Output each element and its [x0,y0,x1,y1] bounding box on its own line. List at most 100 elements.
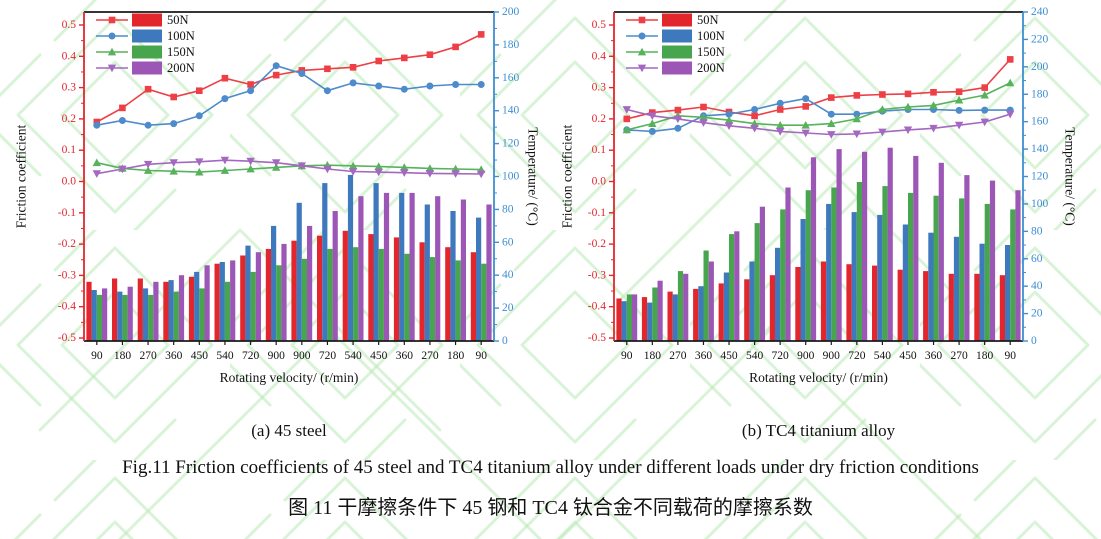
legend-label-50N: 50N [697,13,719,27]
svg-text:140: 140 [1031,143,1049,155]
svg-text:720: 720 [772,350,790,362]
svg-text:-0.4: -0.4 [588,301,606,313]
svg-text:-0.4: -0.4 [58,301,76,313]
svg-text:-0.3: -0.3 [588,269,606,281]
bars-150N [626,182,1016,341]
right-axis-title: Temperature/ (°C) [526,127,541,226]
svg-text:90: 90 [475,350,487,362]
svg-text:180: 180 [644,350,662,362]
svg-text:20: 20 [1031,308,1043,320]
svg-text:60: 60 [1031,253,1043,265]
legend-label-150N: 150N [167,45,195,59]
temperature-bars [616,147,1021,341]
svg-text:100: 100 [1031,198,1049,210]
svg-text:540: 540 [746,350,764,362]
legend-label-100N: 100N [697,29,725,43]
svg-text:20: 20 [502,302,514,314]
chart-tc4-titanium: 0.5 0.4 0.3 0.2 0.1 0.0 -0.1 -0.2 -0.3 -0.4 -0.5 0 2… [560,6,1078,385]
legend: 50N 100N 150N 200N [626,13,725,75]
svg-text:0.3: 0.3 [592,82,607,94]
svg-text:140: 140 [502,105,520,117]
svg-text:180: 180 [1031,88,1049,100]
svg-text:60: 60 [502,236,514,248]
svg-text:240: 240 [1031,6,1049,18]
legend-swatch-150N [662,45,692,59]
line-200N [622,106,1015,139]
legend-swatch-100N [662,29,692,43]
bars-150N [96,247,487,342]
bars-200N [102,192,492,341]
svg-text:160: 160 [502,72,520,84]
svg-text:0.4: 0.4 [62,50,77,62]
svg-text:270: 270 [950,350,968,362]
legend-label-200N: 200N [697,61,725,75]
svg-text:100: 100 [502,171,520,183]
svg-text:220: 220 [1031,33,1049,45]
svg-text:80: 80 [502,203,514,215]
svg-text:160: 160 [1031,116,1049,128]
svg-text:450: 450 [370,350,388,362]
svg-text:90: 90 [621,350,633,362]
svg-text:450: 450 [899,350,917,362]
svg-text:200: 200 [502,6,520,18]
left-axis: 0.5 0.4 0.3 0.2 0.1 0.0 -0.1 -0.2 -0.3 -0.4 -0.5 [58,19,84,344]
svg-text:180: 180 [976,350,994,362]
svg-text:-0.3: -0.3 [58,269,76,281]
svg-text:-0.1: -0.1 [58,207,76,219]
svg-text:900: 900 [268,350,286,362]
left-axis: 0.5 0.4 0.3 0.2 0.1 0.0 -0.1 -0.2 -0.3 -0.4 -0.5 [588,19,614,344]
x-axis: 90 180 270 360 450 540 720 900 900 720 540 450 360 27… [621,341,1016,362]
svg-text:90: 90 [1004,350,1016,362]
svg-text:40: 40 [1031,280,1043,292]
svg-text:90: 90 [91,350,103,362]
svg-text:360: 360 [695,350,713,362]
right-axis: 0 20 40 60 80 100 120 140 160 180 200 [494,6,520,347]
svg-text:0.1: 0.1 [62,144,77,156]
legend-label-150N: 150N [697,45,725,59]
legend-label-50N: 50N [167,13,189,27]
svg-text:360: 360 [925,350,943,362]
svg-text:270: 270 [139,350,157,362]
temperature-bars [86,174,492,342]
svg-text:0.1: 0.1 [592,144,607,156]
legend-swatch-100N [132,29,162,43]
svg-text:270: 270 [669,350,687,362]
svg-text:900: 900 [797,350,815,362]
left-axis-title: Friction coefficient [14,124,29,228]
line-50N [93,31,485,126]
svg-text:120: 120 [1031,171,1049,183]
chart-45-steel: 0.5 0.4 0.3 0.2 0.1 0.0 -0.1 -0.2 -0.3 -0.4 -0.5 0 2… [14,6,541,385]
svg-text:180: 180 [114,350,132,362]
svg-text:0.2: 0.2 [62,113,77,125]
right-axis-title: Temperature/ (°C) [1063,127,1078,226]
svg-text:360: 360 [165,350,183,362]
svg-text:540: 540 [216,350,234,362]
svg-text:180: 180 [502,39,520,51]
line-50N [623,56,1014,123]
x-axis-title: Rotating velocity/ (r/min) [220,370,359,385]
svg-text:720: 720 [319,350,337,362]
svg-text:200: 200 [1031,61,1049,73]
svg-text:0.3: 0.3 [62,82,77,94]
svg-text:0.2: 0.2 [592,113,607,125]
x-axis: 90 180 270 360 450 540 720 900 900 720 540 450 360 27… [91,341,487,362]
svg-text:720: 720 [242,350,260,362]
svg-text:540: 540 [874,350,892,362]
svg-text:0.5: 0.5 [62,19,77,31]
svg-text:-0.2: -0.2 [588,238,606,250]
svg-text:0: 0 [502,335,508,347]
legend-swatch-50N [662,13,692,27]
chart-root-tc4-titanium-alloy: 0.5 0.4 0.3 0.2 0.1 0.0 -0.1 -0.2 -0.3 -0.4 -0.5 0 2… [560,6,1078,385]
svg-text:450: 450 [191,350,209,362]
chart-root-45-steel: 0.5 0.4 0.3 0.2 0.1 0.0 -0.1 -0.2 -0.3 -0.4 -0.5 0 2… [14,6,541,385]
svg-text:80: 80 [1031,225,1043,237]
svg-text:40: 40 [502,269,514,281]
panel-b-caption: (b) TC4 titanium alloy [741,421,896,440]
svg-text:0.4: 0.4 [592,50,607,62]
svg-text:-0.2: -0.2 [58,238,76,250]
bars-100N [91,174,482,341]
svg-text:-0.5: -0.5 [588,332,606,344]
plot-frame [83,11,495,342]
svg-text:180: 180 [447,350,465,362]
bars-50N [616,261,1005,341]
